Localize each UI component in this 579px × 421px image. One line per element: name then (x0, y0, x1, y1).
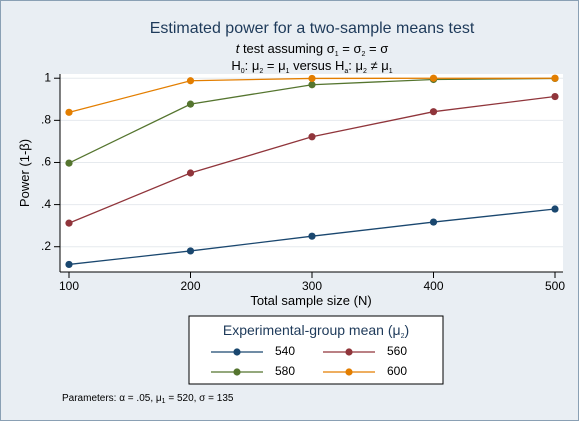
legend-swatch-marker (345, 368, 353, 376)
x-tick-label: 400 (423, 279, 443, 293)
y-tick-label: .6 (41, 155, 51, 169)
chart-note: Parameters: α = .05, μ1 = 520, σ = 135 (62, 393, 234, 405)
data-point (429, 74, 438, 82)
x-tick-label: 300 (302, 279, 322, 293)
legend-item-540: 540 (211, 344, 295, 358)
legend-item-600: 600 (323, 364, 407, 378)
y-axis-title: Power (1-β) (17, 139, 32, 207)
x-axis-title: Total sample size (N) (250, 293, 371, 308)
data-point (308, 232, 316, 240)
legend-swatch-marker (345, 348, 353, 356)
data-point (308, 133, 316, 141)
x-tick-label: 500 (545, 279, 565, 293)
data-point (65, 108, 73, 116)
data-point (308, 74, 316, 83)
data-point (186, 100, 195, 108)
legend-label: 600 (387, 364, 407, 378)
series-lines (65, 74, 559, 269)
data-point (65, 219, 73, 227)
legend-label: 540 (275, 344, 295, 358)
data-point (65, 159, 73, 167)
chart-title: Estimated power for a two-sample means t… (150, 20, 475, 37)
series-600 (65, 74, 559, 116)
data-point (551, 74, 559, 82)
legend-swatch-marker (233, 368, 241, 376)
legend-item-580: 580 (211, 364, 295, 378)
data-point (308, 81, 316, 89)
data-point (551, 92, 559, 101)
legend-items: 540 560 580 600 (211, 344, 407, 378)
data-point (429, 218, 438, 226)
plot-area (60, 74, 563, 272)
y-axis-ticks: .2 .4 .6 .8 1 (41, 70, 60, 253)
legend-label: 560 (387, 344, 407, 358)
y-tick-label: .4 (41, 197, 51, 211)
series-560 (65, 92, 559, 227)
legend-label: 580 (275, 364, 295, 378)
y-tick-label: .2 (41, 239, 51, 253)
chart-subtitle-line2: H0: μ2 = μ1 versus Ha: μ2 ≠ μ1 (231, 58, 392, 75)
data-point (65, 260, 73, 269)
legend-box (188, 315, 444, 385)
data-point (186, 169, 195, 177)
x-tick-label: 100 (59, 279, 79, 293)
x-axis-ticks: 100 200 300 400 500 (59, 272, 565, 293)
y-tick-label: .8 (41, 113, 51, 127)
legend-item-560: 560 (323, 344, 407, 358)
data-point (186, 247, 195, 255)
data-point (429, 108, 438, 116)
chart-subtitle-line1: t test assuming σ1 = σ2 = σ (236, 41, 389, 58)
y-tick-label: 1 (44, 70, 51, 84)
data-point (551, 205, 559, 213)
data-point (186, 77, 195, 85)
series-540 (65, 205, 559, 269)
legend-title: Experimental-group mean (μ2) (223, 322, 409, 340)
legend-swatch-marker (233, 348, 241, 356)
x-tick-label: 200 (180, 279, 200, 293)
